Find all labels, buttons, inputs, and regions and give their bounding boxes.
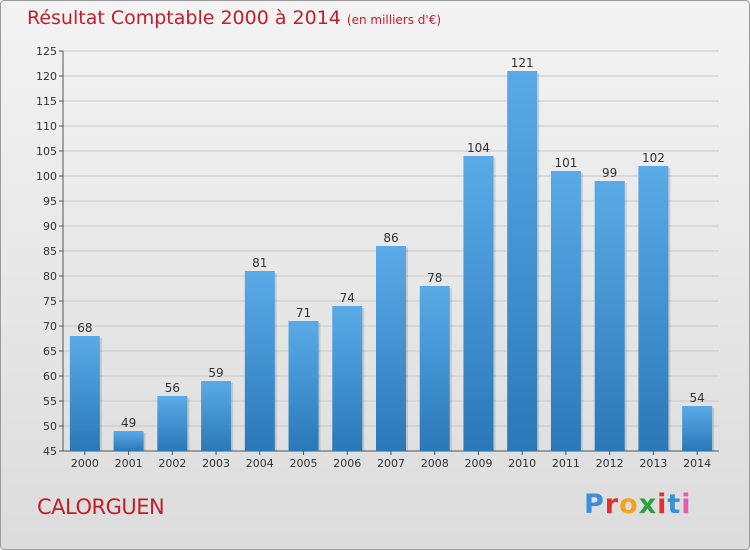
- y-tick-label: 55: [43, 395, 57, 408]
- x-tick-label: 2010: [508, 457, 536, 470]
- y-tick-label: 120: [36, 70, 57, 83]
- y-tick-label: 85: [43, 245, 57, 258]
- x-tick-labels: 2000 2001 2002 2003 2004 2005 2006 2007 2008 2009…: [71, 451, 711, 470]
- x-tick-label: 2012: [596, 457, 624, 470]
- logo-letter: x: [638, 489, 658, 520]
- y-tick-label: 80: [43, 270, 57, 283]
- y-tick-label: 125: [36, 45, 57, 58]
- x-tick-label: 2000: [71, 457, 99, 470]
- bar-2008: [419, 286, 450, 451]
- y-tick-label: 100: [36, 170, 57, 183]
- data-label-2014: 54: [689, 391, 704, 405]
- city-name: CALORGUEN: [37, 495, 165, 519]
- y-tick-label: 105: [36, 145, 57, 158]
- bar-2001: [113, 431, 144, 451]
- x-tick-label: 2013: [639, 457, 667, 470]
- bar-2014: [682, 406, 713, 451]
- data-label-2003: 59: [208, 366, 223, 380]
- proxiti-logo: Proxiti: [584, 489, 692, 520]
- x-tick-label: 2014: [683, 457, 711, 470]
- bar-2006: [332, 306, 363, 451]
- y-tick-label: 50: [43, 420, 57, 433]
- bar-2004: [244, 271, 275, 451]
- y-tick-label: 95: [43, 195, 57, 208]
- bar-2002: [157, 396, 188, 451]
- x-tick-label: 2002: [158, 457, 186, 470]
- y-tick-labels: 45 50 55 60 65 70 75 80 85 90 95 100 105 110 115 120 125: [36, 45, 57, 458]
- logo-letter: o: [619, 489, 639, 520]
- chart-subtitle: (en milliers d'€): [346, 13, 442, 27]
- data-label-2006: 74: [340, 291, 355, 305]
- chart-title-text: Résultat Comptable 2000 à 2014: [27, 7, 341, 29]
- y-tick-label: 70: [43, 320, 57, 333]
- data-label-2000: 68: [77, 321, 92, 335]
- data-label-2013: 102: [642, 151, 665, 165]
- y-tick-label: 65: [43, 345, 57, 358]
- data-label-2004: 81: [252, 256, 267, 270]
- data-label-2001: 49: [121, 416, 136, 430]
- bar-2007: [376, 246, 406, 451]
- bar-2003: [201, 381, 232, 451]
- data-label-2009: 104: [467, 141, 490, 155]
- data-label-2005: 71: [296, 306, 311, 320]
- logo-letter: r: [604, 489, 620, 520]
- data-label-2007: 86: [383, 231, 398, 245]
- y-tick-label: 115: [36, 95, 57, 108]
- y-tick-label: 60: [43, 370, 57, 383]
- y-tick-label: 110: [36, 120, 57, 133]
- x-tick-label: 2003: [202, 457, 230, 470]
- data-label-2008: 78: [427, 271, 442, 285]
- x-tick-label: 2007: [377, 457, 405, 470]
- bar-2012: [594, 181, 625, 451]
- data-label-2011: 101: [554, 156, 577, 170]
- bar-2009: [463, 156, 494, 451]
- data-label-2002: 56: [165, 381, 180, 395]
- bar-2010: [507, 71, 538, 451]
- y-tick-label: 75: [43, 295, 57, 308]
- data-labels: 68 49 56 59 81 71 74 86 78 104 121 101 99 102 54: [77, 56, 705, 430]
- data-label-2012: 99: [602, 166, 617, 180]
- x-tick-label: 2008: [421, 457, 449, 470]
- x-tick-label: 2006: [333, 457, 361, 470]
- bar-2000: [69, 336, 100, 451]
- logo-letter: t: [667, 489, 682, 520]
- x-tick-label: 2005: [290, 457, 318, 470]
- logo-letter: i: [657, 489, 668, 520]
- x-tick-label: 2011: [552, 457, 580, 470]
- bar-2013: [638, 166, 669, 451]
- bar-2005: [288, 321, 319, 451]
- data-label-2010: 121: [511, 56, 534, 70]
- chart-title: Résultat Comptable 2000 à 2014 (en millie…: [27, 7, 441, 29]
- y-tick-label: 90: [43, 220, 57, 233]
- x-tick-label: 2009: [464, 457, 492, 470]
- x-tick-label: 2001: [115, 457, 143, 470]
- logo-letter: i: [681, 489, 692, 520]
- bars: [69, 71, 715, 451]
- y-tick-label: 45: [43, 445, 57, 458]
- x-tick-label: 2004: [246, 457, 274, 470]
- logo-letter: P: [584, 489, 605, 520]
- bar-2011: [550, 171, 581, 451]
